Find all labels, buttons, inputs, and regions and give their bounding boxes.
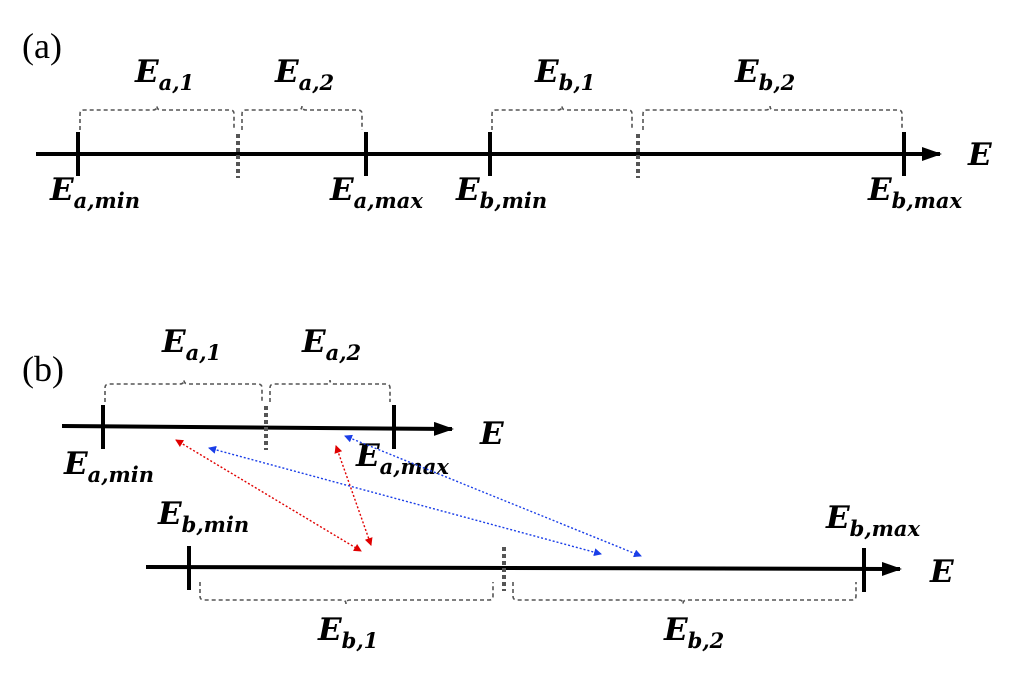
link-a2-b2-blue: [344, 434, 642, 558]
panel-b-lower-energy-axis: [145, 561, 902, 576]
panel-b: (b) E Ea,1 Ea,2 Ea,min Ea,max E Eb,min E…: [22, 324, 954, 653]
tick-label-a-max: Ea,max: [329, 172, 423, 213]
segment-label-lower-b1: Eb,1: [317, 612, 378, 653]
tick-label-lower-b-min: Eb,min: [157, 496, 249, 537]
tick-label-b-min: Eb,min: [455, 172, 547, 213]
segment-label-a1: Ea,1: [134, 54, 194, 95]
panel-b-upper-energy-axis: [61, 421, 454, 436]
brace-lower-b1: [199, 582, 494, 605]
panel-b-upper-axis-label: E: [479, 416, 504, 452]
segment-label-a2: Ea,2: [274, 54, 334, 95]
panel-a-axis-label: E: [967, 137, 992, 173]
brace-lower-b2: [512, 582, 857, 605]
brace-b1: [491, 105, 633, 130]
tick-label-upper-a-min: Ea,min: [63, 446, 154, 487]
panel-b-lower-axis-label: E: [929, 554, 954, 590]
tick-label-lower-b-max: Eb,max: [825, 500, 920, 541]
tick-label-b-max: Eb,max: [867, 172, 962, 213]
segment-label-lower-b2: Eb,2: [663, 612, 724, 653]
segment-label-b1: Eb,1: [534, 54, 595, 95]
panel-b-tag: (b): [22, 349, 64, 389]
segment-label-upper-a2: Ea,2: [301, 324, 361, 365]
brace-upper-a1: [104, 379, 263, 402]
segment-label-upper-a1: Ea,1: [161, 324, 221, 365]
brace-a1: [79, 105, 235, 130]
brace-upper-a2: [269, 379, 391, 402]
tick-label-a-min: Ea,min: [49, 172, 140, 213]
brace-a2: [241, 105, 363, 130]
panel-a-tag: (a): [22, 26, 62, 66]
segment-label-b2: Eb,2: [734, 54, 795, 95]
panel-a: (a) E Ea,1 Ea,2 Eb,1 Eb,2 Ea,min Ea,max …: [22, 26, 992, 213]
brace-b2: [642, 105, 903, 130]
